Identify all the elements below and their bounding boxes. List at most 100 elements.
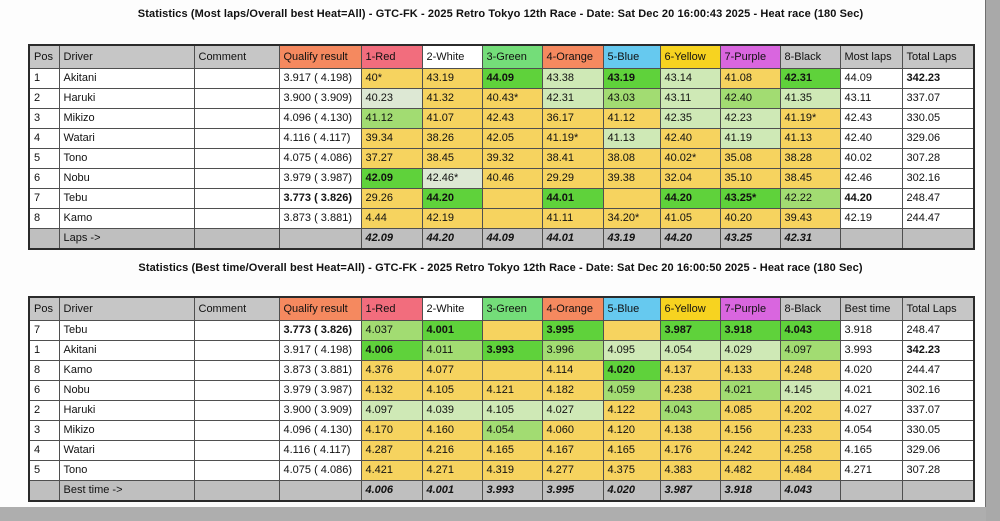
heat-cell: 4.176 <box>659 440 721 461</box>
heat-cell: 4.421 <box>360 460 423 481</box>
heat-cell: 41.12 <box>602 108 661 129</box>
column-header-pos: Pos <box>28 44 60 69</box>
footer-best-value: 4.043 <box>779 480 841 502</box>
driver-name: Tebu <box>58 188 195 209</box>
heat-cell: 42.22 <box>779 188 841 209</box>
heat-cell: 4.122 <box>602 400 661 421</box>
heat-cell: 4.029 <box>719 340 781 361</box>
footer-empty-cell <box>901 480 975 502</box>
footer-best-value: 43.25 <box>719 228 781 250</box>
comment-cell <box>193 360 280 381</box>
heat-cell: 4.482 <box>719 460 781 481</box>
heat-cell: 34.20* <box>602 208 661 229</box>
pos-cell: 4 <box>28 128 60 149</box>
comment-cell <box>193 420 280 441</box>
heat-cell: 40.20 <box>719 208 781 229</box>
heat-cell: 4.021 <box>719 380 781 401</box>
table-row: 2 Haruki 3.900 ( 3.909) 40.23 41.32 40.43* 42.… <box>28 88 975 109</box>
heat-cell: 4.020 <box>602 360 661 381</box>
column-header-3-green: 3-Green <box>481 44 543 69</box>
heat-cell: 4.054 <box>659 340 721 361</box>
column-header-5-blue: 5-Blue <box>602 44 661 69</box>
total-laps: 337.07 <box>901 400 975 421</box>
heat-cell: 38.45 <box>779 168 841 189</box>
pos-cell: 6 <box>28 380 60 401</box>
table-row: 4 Watari 4.116 ( 4.117) 39.34 38.26 42.05 41.1… <box>28 128 975 149</box>
heat-cell <box>481 320 543 341</box>
heat-cell: 44.09 <box>481 68 543 89</box>
heat-cell: 4.156 <box>719 420 781 441</box>
heat-cell: 41.11 <box>541 208 604 229</box>
heat-cell: 44.20 <box>659 188 721 209</box>
total-laps: 248.47 <box>901 320 975 341</box>
heat-cell: 40.23 <box>360 88 423 109</box>
heat-cell: 38.28 <box>779 148 841 169</box>
heat-cell: 4.060 <box>541 420 604 441</box>
driver-name: Mikizo <box>58 420 195 441</box>
driver-name: Mikizo <box>58 108 195 129</box>
driver-name: Akitani <box>58 340 195 361</box>
heat-cell: 4.039 <box>421 400 483 421</box>
heat-cell: 4.202 <box>779 400 841 421</box>
pos-cell: 5 <box>28 460 60 481</box>
column-header-total-laps: Total Laps <box>901 296 975 321</box>
driver-name: Haruki <box>58 400 195 421</box>
table-row: 7 Tebu 3.773 ( 3.826) 4.037 4.001 3.995 3.987 3… <box>28 320 975 341</box>
column-header-3-green: 3-Green <box>481 296 543 321</box>
footer-label: Laps -> <box>58 228 195 250</box>
best-value: 4.054 <box>839 420 903 441</box>
qualify-result: 3.873 ( 3.881) <box>278 208 362 229</box>
driver-name: Kamo <box>58 208 195 229</box>
heat-cell: 43.25* <box>719 188 781 209</box>
best-value: 3.918 <box>839 320 903 341</box>
heat-cell: 4.375 <box>602 460 661 481</box>
comment-cell <box>193 320 280 341</box>
pos-cell: 3 <box>28 108 60 129</box>
heat-cell: 39.43 <box>779 208 841 229</box>
total-laps: 337.07 <box>901 88 975 109</box>
heat-cell: 42.19 <box>421 208 483 229</box>
table-row: 1 Akitani 3.917 ( 4.198) 40* 43.19 44.09 43.38… <box>28 68 975 89</box>
heat-cell: 3.995 <box>541 320 604 341</box>
footer-best-value: 3.993 <box>481 480 543 502</box>
column-header-6-yellow: 6-Yellow <box>659 44 721 69</box>
heat-cell: 4.059 <box>602 380 661 401</box>
total-laps: 329.06 <box>901 128 975 149</box>
heat-cell: 41.19 <box>719 128 781 149</box>
heat-cell: 4.105 <box>421 380 483 401</box>
footer-best-value: 3.918 <box>719 480 781 502</box>
total-laps: 244.47 <box>901 208 975 229</box>
heat-cell: 4.44 <box>360 208 423 229</box>
total-laps: 307.28 <box>901 460 975 481</box>
table-body: 1 Akitani 3.917 ( 4.198) 40* 43.19 44.09 43.38… <box>28 68 975 229</box>
footer-best-value: 4.001 <box>421 480 483 502</box>
heat-cell: 4.132 <box>360 380 423 401</box>
heat-cell: 4.167 <box>541 440 604 461</box>
total-laps: 302.16 <box>901 168 975 189</box>
heat-cell: 36.17 <box>541 108 604 129</box>
footer-comment-cell <box>193 480 280 502</box>
total-laps: 302.16 <box>901 380 975 401</box>
most-laps-table-title: Statistics (Most laps/Overall best Heat=… <box>137 8 864 20</box>
pos-cell: 3 <box>28 420 60 441</box>
heat-cell: 4.238 <box>659 380 721 401</box>
column-header-most-laps: Most laps <box>839 44 903 69</box>
heat-cell: 38.45 <box>421 148 483 169</box>
column-header-2-white: 2-White <box>421 44 483 69</box>
footer-empty-cell <box>839 480 903 502</box>
column-header-6-yellow: 6-Yellow <box>659 296 721 321</box>
table-row: 4 Watari 4.116 ( 4.117) 4.287 4.216 4.165 4.16… <box>28 440 975 461</box>
qualify-result: 4.096 ( 4.130) <box>278 420 362 441</box>
qualify-result: 4.075 ( 4.086) <box>278 460 362 481</box>
heat-cell: 41.19* <box>779 108 841 129</box>
heat-cell: 43.11 <box>659 88 721 109</box>
scan-edge-bottom <box>0 507 986 521</box>
heat-cell: 4.097 <box>779 340 841 361</box>
best-value: 42.46 <box>839 168 903 189</box>
heat-cell: 40.02* <box>659 148 721 169</box>
heat-cell: 4.043 <box>659 400 721 421</box>
column-header-5-blue: 5-Blue <box>602 296 661 321</box>
driver-name: Tebu <box>58 320 195 341</box>
best-value: 42.43 <box>839 108 903 129</box>
